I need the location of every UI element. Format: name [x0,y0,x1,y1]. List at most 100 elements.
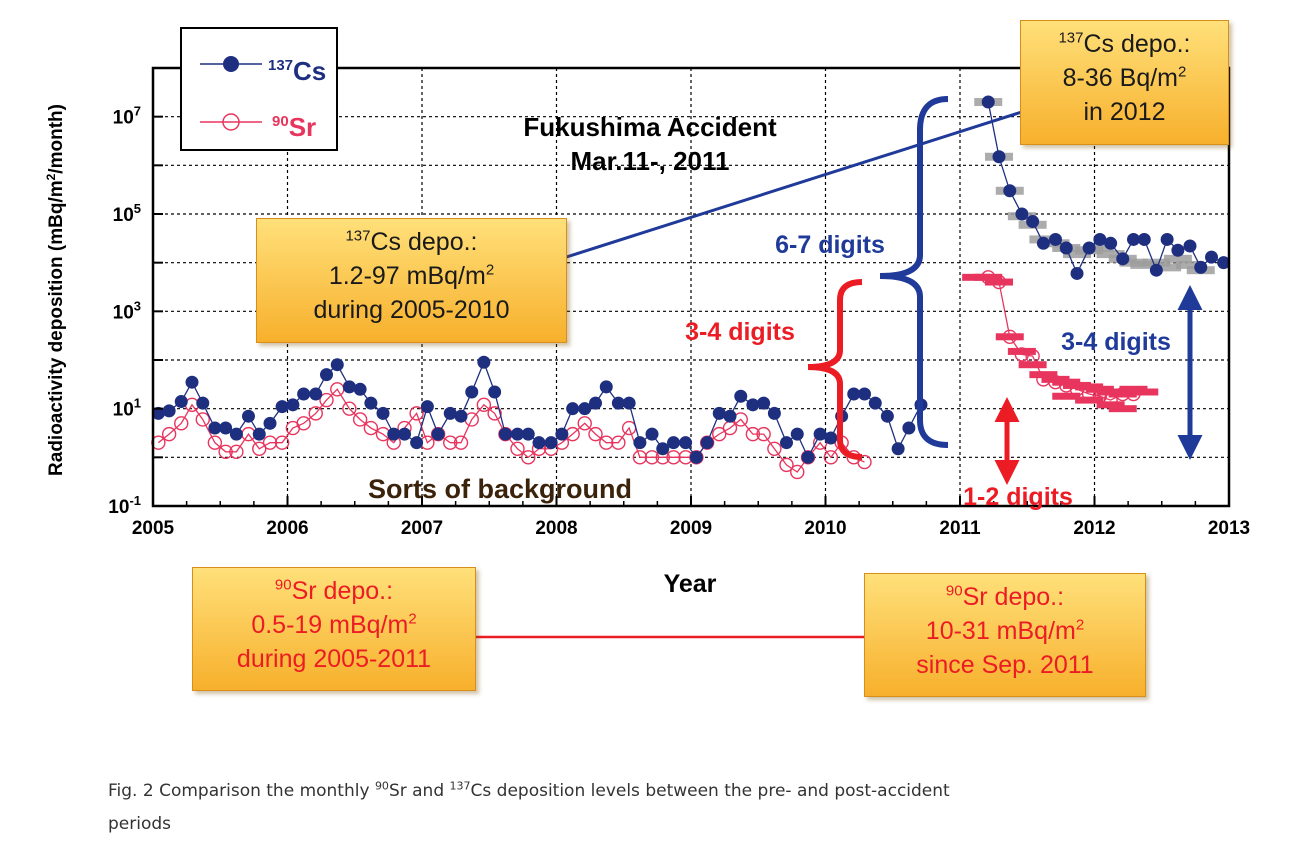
data-point-cs [196,396,210,410]
data-point-sr [1069,382,1085,397]
data-point-sr [207,435,223,450]
y-axis-label: Radioactivity deposition (mBq/m2/month) [44,104,67,476]
data-point-sr [363,420,379,436]
x-tick-label: 2007 [401,518,443,539]
gray-range-bar [1153,263,1182,272]
bracket-3-4-digits-red [807,279,863,460]
callout-sr-post-accident: 90Sr depo.: 10-31 mBq/m2 since Sep. 2011 [864,573,1146,697]
data-point-sr [296,416,311,431]
callout-cs-pre-accident: 137Cs depo.: 1.2-97 mBq/m2 during 2005-2… [256,218,567,343]
axis-ticks: 2005 2006 2007 2008 2009 2010 2011 2012 2013 107 1… [108,104,1250,539]
data-point-cs [488,385,502,399]
data-point-cs [510,427,524,441]
sr-range-bar [1108,405,1137,413]
data-point-cs [891,442,905,456]
data-point-cs [656,442,670,456]
data-point-cs [1137,232,1151,246]
data-point-sr [1092,389,1108,404]
data-point-cs [880,409,894,423]
data-point-cs [1194,260,1208,274]
data-point-cs [353,382,367,396]
data-point-sr [218,444,233,459]
data-point-sr [1002,329,1017,344]
data-point-sr [342,401,357,416]
data-point-cs [174,395,188,409]
data-point-cs [431,427,445,441]
legend: 137Cs 90Sr [180,27,338,151]
data-point-cs [1116,252,1130,266]
data-point-cs [1171,243,1185,257]
data-point-cs [1015,207,1029,221]
data-point-sr [352,412,368,427]
data-point-cs [611,396,625,410]
data-point-sr [756,426,771,442]
data-point-sr [1115,386,1130,402]
gray-range-bar [1085,244,1114,253]
data-point-sr [779,457,794,473]
data-point-cs [320,368,334,382]
sr-range-bar [1130,388,1159,396]
data-point-sr [443,435,458,450]
legend-marker-cs [223,56,239,72]
data-point-cs [981,95,995,109]
label-1-2-digits: 1-2 digits [963,483,1073,511]
data-point-cs [185,375,199,389]
data-point-cs [1026,215,1040,229]
sr-range-bar [1018,361,1047,369]
data-point-sr [767,441,782,456]
legend-label-sr: 90Sr [272,112,316,142]
data-point-cs [309,387,323,401]
sr-range-bar [1007,347,1036,355]
data-point-cs [767,406,781,420]
data-point-cs [1127,232,1141,246]
data-point-cs [498,427,512,441]
legend-box [180,27,338,151]
data-point-cs [858,387,872,401]
x-tick-label: 2012 [1073,518,1115,539]
data-point-sr [229,444,244,459]
legend-label-cs: 137Cs [268,56,326,86]
data-point-sr [745,426,761,442]
data-point-sr [1014,347,1030,362]
data-point-cs [813,427,827,441]
data-point-cs [622,396,636,410]
data-point-cs [521,427,535,441]
data-point-sr [1059,378,1074,393]
data-point-cs [992,150,1006,164]
data-point-cs [229,427,243,441]
data-point-cs [387,427,401,441]
data-point-cs [465,385,479,399]
y-tick-label: 10-1 [108,493,141,518]
data-point-cs [252,427,266,441]
data-point-sr [453,435,469,450]
sr-range-bar [1096,401,1125,409]
data-point-sr [161,426,177,442]
data-point-cs [689,450,703,464]
data-point-sr [611,435,626,450]
legend-entry-cs: 137Cs [200,56,326,86]
data-point-cs [151,406,165,420]
data-point-cs [219,421,233,435]
data-point-cs [578,402,592,416]
data-point-sr [487,406,502,421]
sr-range-bar [1029,371,1058,379]
data-point-sr [857,454,872,470]
data-point-cs [847,387,861,401]
data-point-cs [746,398,760,412]
data-point-sr [1081,386,1097,402]
data-point-sr [262,435,278,450]
fukushima-line2: Mar.11-, 2011 [570,146,729,176]
data-point-cs [868,396,882,410]
legend-marker-sr [222,113,240,131]
figure-caption: Fig. 2 Comparison the monthly 90Sr and 1… [108,779,950,834]
data-point-sr [790,464,805,480]
data-point-sr [599,435,614,450]
data-point-cs [162,404,176,418]
data-point-cs [342,380,356,394]
data-point-cs [532,436,546,450]
data-point-sr [588,426,603,442]
data-point-sr [476,397,492,413]
data-point-sr [632,450,648,465]
data-point-cs [208,421,222,435]
